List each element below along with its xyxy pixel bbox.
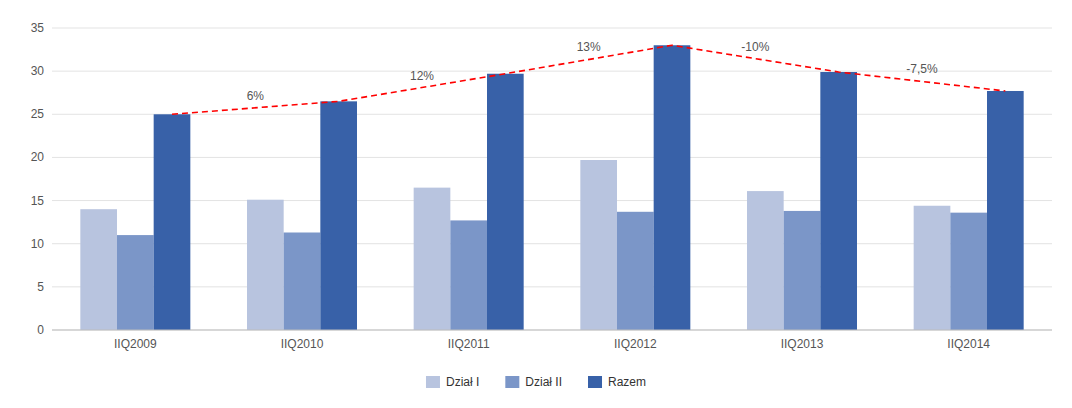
legend-swatch <box>588 376 602 388</box>
grid-line <box>52 157 1052 158</box>
legend-label: Dział II <box>525 375 562 389</box>
legend-swatch <box>426 376 440 388</box>
x-tick-label: IIQ2009 <box>114 337 157 351</box>
bar <box>414 188 451 330</box>
grid-line <box>52 200 1052 201</box>
annotation: 13% <box>577 40 601 54</box>
chart-container: 0 5 10 15 20 25 30 35 IIQ2009 IIQ2010 IIQ2011 IIQ20… <box>0 0 1072 408</box>
x-tick-label: IIQ2013 <box>781 337 824 351</box>
y-tick-label: 25 <box>31 107 45 121</box>
y-grid <box>52 28 1052 330</box>
bar <box>320 101 357 330</box>
bar <box>987 91 1024 330</box>
y-tick-label: 30 <box>31 64 45 78</box>
y-tick-label: 15 <box>31 194 45 208</box>
annotation: -10% <box>741 40 769 54</box>
annotation: 12% <box>410 69 434 83</box>
grid-line <box>52 286 1052 287</box>
bar <box>784 211 821 330</box>
y-tick-label: 20 <box>31 150 45 164</box>
y-tick-label: 0 <box>37 323 44 337</box>
y-tick-label: 10 <box>31 237 45 251</box>
bar <box>117 235 154 330</box>
legend-label: Razem <box>608 375 646 389</box>
bar <box>747 191 784 330</box>
bar <box>450 220 487 330</box>
y-tick-label: 5 <box>37 280 44 294</box>
x-axis-line <box>52 330 1052 331</box>
bar <box>654 45 691 330</box>
bar <box>154 114 191 330</box>
grid-line <box>52 114 1052 115</box>
grid-line <box>52 330 1052 331</box>
annotation: -7,5% <box>906 62 938 76</box>
bar <box>617 212 654 330</box>
bar <box>580 160 617 330</box>
bar <box>487 74 524 330</box>
legend-swatch <box>505 376 519 388</box>
x-tick-label: IIQ2011 <box>448 337 490 351</box>
bar <box>247 200 284 330</box>
bar <box>950 213 987 330</box>
x-tick-label: IIQ2012 <box>614 337 657 351</box>
bar <box>80 209 117 330</box>
bar <box>820 72 857 330</box>
legend-label: Dział I <box>446 375 479 389</box>
y-tick-label: 35 <box>31 21 45 35</box>
grid-line <box>52 243 1052 244</box>
x-tick-label: IIQ2014 <box>947 337 990 351</box>
legend: Dział I Dział II Razem <box>426 375 646 389</box>
grid-line <box>52 71 1052 72</box>
chart-svg: 0 5 10 15 20 25 30 35 IIQ2009 IIQ2010 IIQ2011 IIQ20… <box>0 0 1072 408</box>
annotation: 6% <box>247 89 265 103</box>
x-tick-label: IIQ2010 <box>281 337 324 351</box>
bar <box>284 232 321 330</box>
line <box>172 45 1005 114</box>
plot-marks <box>80 45 1023 330</box>
bar <box>914 206 951 330</box>
grid-line <box>52 28 1052 29</box>
